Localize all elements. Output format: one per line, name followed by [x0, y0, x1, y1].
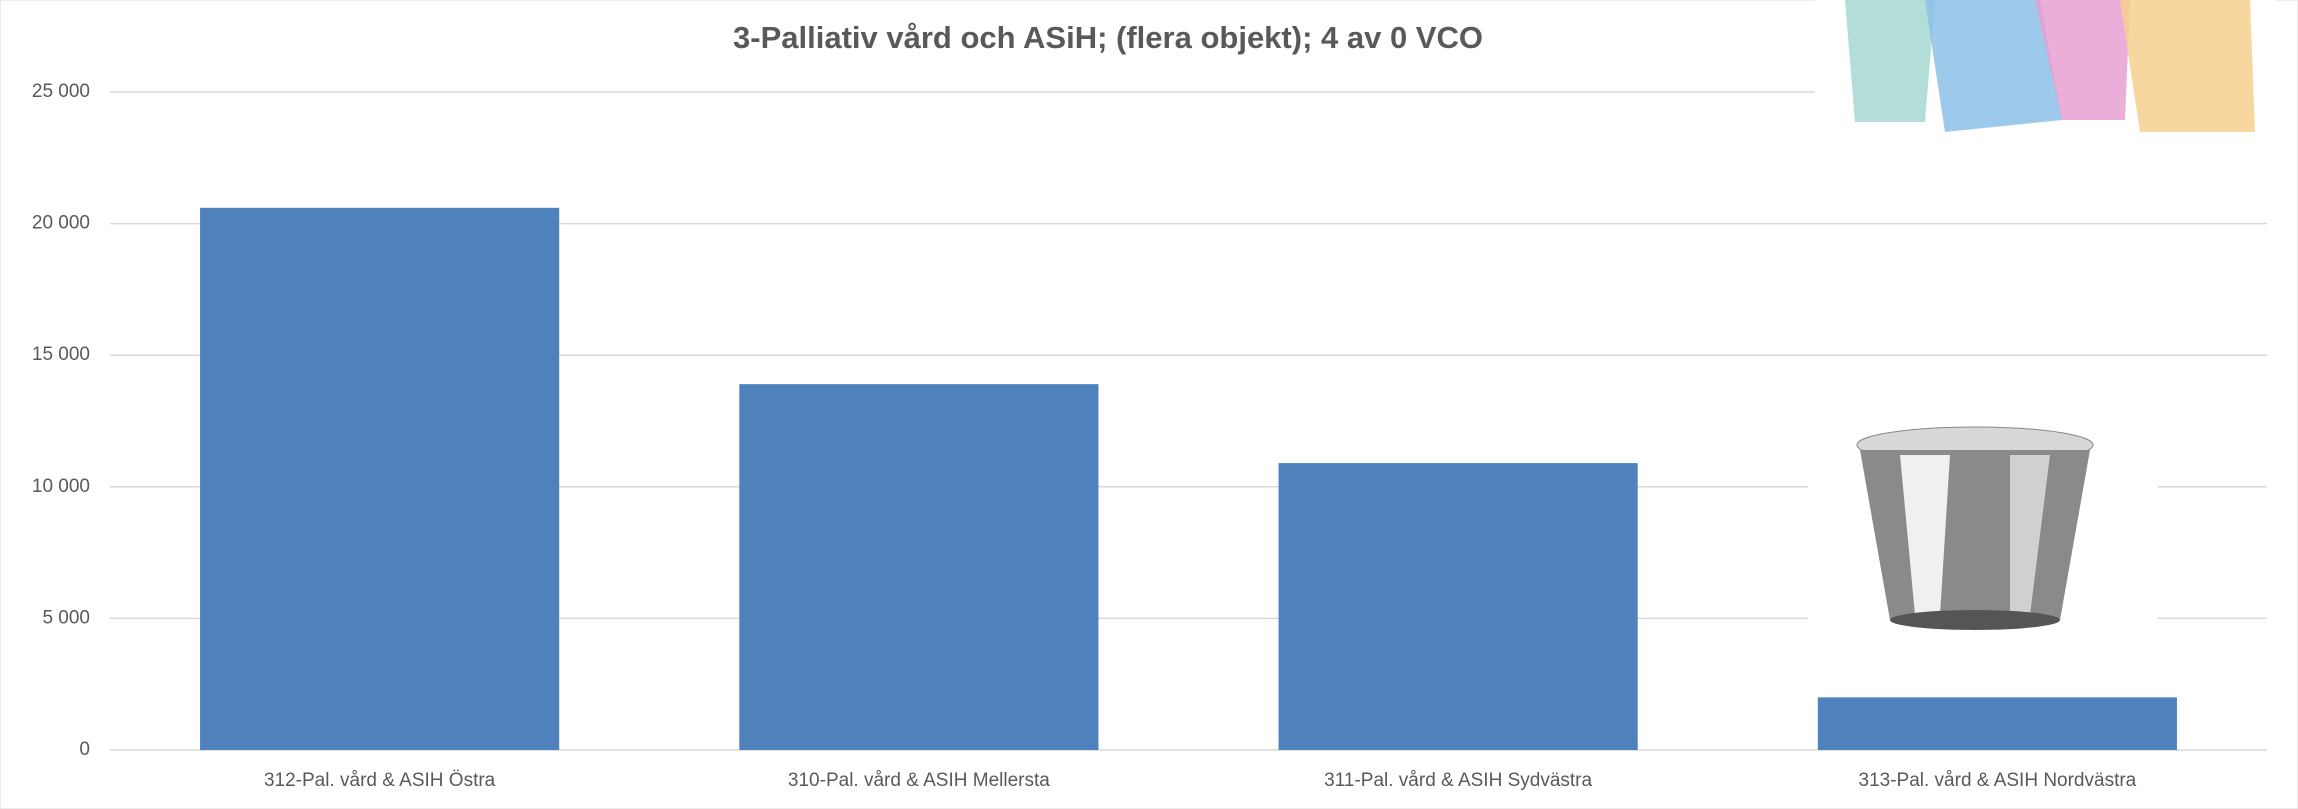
x-tick-label: 310-Pal. vård & ASIH Mellersta: [788, 770, 1050, 791]
y-tick-label: 10 000: [32, 476, 90, 497]
y-tick-label: 20 000: [32, 213, 90, 234]
y-tick-label: 5 000: [42, 607, 90, 628]
y-tick-label: 25 000: [32, 81, 90, 102]
y-tick-label: 0: [79, 739, 90, 760]
bar: [200, 207, 560, 751]
bar: [1278, 463, 1638, 750]
bar: [739, 384, 1099, 750]
y-tick-label: 15 000: [32, 344, 90, 365]
cups-picture: [1815, 0, 2275, 140]
x-tick-label: 313-Pal. vård & ASIH Nordvästra: [1859, 770, 2137, 791]
bowl-picture: [1808, 420, 2158, 660]
bar: [1817, 697, 2177, 750]
chart-title: 3-Palliativ vård och ASiH; (flera objekt…: [733, 20, 1483, 55]
x-tick-label: 311-Pal. vård & ASIH Sydvästra: [1324, 770, 1592, 791]
x-tick-label: 312-Pal. vård & ASIH Östra: [264, 770, 496, 791]
